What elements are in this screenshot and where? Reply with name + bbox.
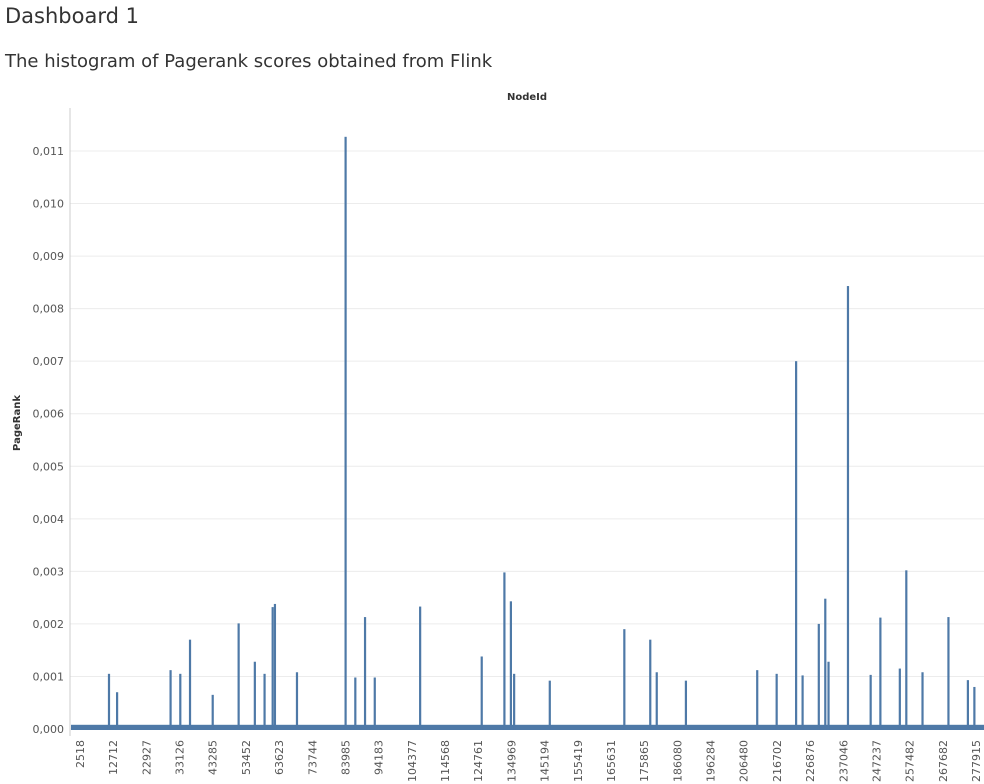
x-tick-label: 12712: [107, 740, 120, 775]
x-tick-label: 277915: [970, 740, 983, 782]
bar: [273, 603, 277, 730]
bar: [898, 668, 901, 730]
x-tick-label: 134969: [505, 740, 518, 782]
y-tick-label: 0,002: [33, 618, 65, 631]
y-axis-ticks: 0,000 0,001 0,002 0,003 0,004 0,005 0,006 0,007…: [33, 108, 71, 736]
bar: [419, 606, 422, 730]
bar: [649, 639, 652, 730]
bar: [684, 680, 688, 730]
bar: [973, 686, 976, 730]
x-tick-label: 43285: [207, 740, 220, 775]
bar: [879, 617, 882, 730]
bar: [966, 680, 969, 730]
bar: [188, 639, 192, 730]
chart-title: The histogram of Pagerank scores obtaine…: [5, 51, 493, 72]
x-tick-label: 63623: [273, 740, 286, 775]
bar: [548, 680, 551, 730]
x-axis-ticks: 2518 12712 22927 33126 43285 53452 63623 73744 8…: [74, 740, 983, 782]
x-tick-label: 2518: [74, 740, 87, 768]
y-tick-label: 0,000: [33, 723, 65, 736]
y-tick-label: 0,004: [33, 513, 65, 526]
bar: [795, 361, 798, 730]
x-tick-label: 73744: [306, 740, 319, 775]
bar: [354, 677, 357, 730]
bar: [947, 617, 950, 730]
x-tick-label: 53452: [240, 740, 253, 775]
bar: [480, 656, 483, 730]
x-tick-label: 186080: [671, 740, 684, 782]
y-tick-label: 0,011: [33, 145, 65, 158]
bar: [623, 629, 626, 730]
bar: [373, 677, 376, 730]
y-tick-label: 0,007: [33, 355, 65, 368]
x-tick-label: 33126: [174, 740, 187, 775]
bar: [115, 692, 119, 730]
bar: [801, 675, 804, 730]
x-tick-label: 22927: [140, 740, 153, 775]
x-tick-label: 104377: [406, 740, 419, 782]
bar: [846, 286, 850, 730]
bar: [263, 673, 266, 730]
x-tick-label: 257482: [904, 740, 917, 782]
y-tick-label: 0,010: [33, 198, 65, 211]
bars: [71, 136, 984, 730]
bar: [237, 623, 240, 730]
y-axis-title: PageRank: [12, 395, 23, 451]
y-tick-label: 0,009: [33, 250, 65, 263]
bar: [817, 623, 820, 730]
bar: [344, 136, 347, 730]
bar: [107, 673, 111, 730]
y-tick-label: 0,008: [33, 303, 65, 316]
x-tick-label: 267682: [937, 740, 950, 782]
bar: [179, 673, 182, 730]
bar: [869, 674, 872, 730]
bar: [169, 670, 172, 730]
y-tick-label: 0,003: [33, 565, 65, 578]
x-tick-label: 175865: [638, 740, 651, 782]
x-tick-label: 124761: [472, 740, 485, 782]
bar: [363, 617, 367, 730]
x-tick-label: 155419: [572, 740, 585, 782]
bar: [509, 601, 512, 730]
x-tick-label: 206480: [738, 740, 751, 782]
dashboard-title: Dashboard 1: [5, 4, 139, 28]
bar: [271, 607, 274, 730]
x-tick-label: 196284: [705, 740, 718, 782]
x-tick-label: 145194: [539, 740, 552, 782]
x-axis-title: NodeId: [507, 92, 547, 103]
x-tick-label: 114568: [439, 740, 452, 782]
bar: [295, 672, 299, 730]
x-tick-label: 83985: [339, 740, 352, 775]
x-tick-label: 216702: [771, 740, 784, 782]
bar: [921, 672, 924, 730]
x-tick-label: 247237: [870, 740, 883, 782]
y-tick-label: 0,001: [33, 670, 65, 683]
y-tick-label: 0,005: [33, 460, 65, 473]
x-tick-label: 226876: [804, 740, 817, 782]
y-tick-label: 0,006: [33, 408, 65, 421]
bar: [253, 661, 256, 730]
bar: [513, 673, 516, 730]
x-tick-label: 165631: [605, 740, 618, 782]
bar: [503, 572, 506, 730]
baseline-bars: [71, 724, 984, 730]
bar: [756, 670, 759, 730]
bar: [211, 694, 214, 730]
bar: [824, 598, 827, 730]
bar: [827, 661, 830, 730]
bar: [775, 673, 778, 730]
bar: [655, 672, 658, 730]
x-tick-label: 94183: [373, 740, 386, 775]
bar: [905, 570, 908, 730]
x-tick-label: 237046: [837, 740, 850, 782]
